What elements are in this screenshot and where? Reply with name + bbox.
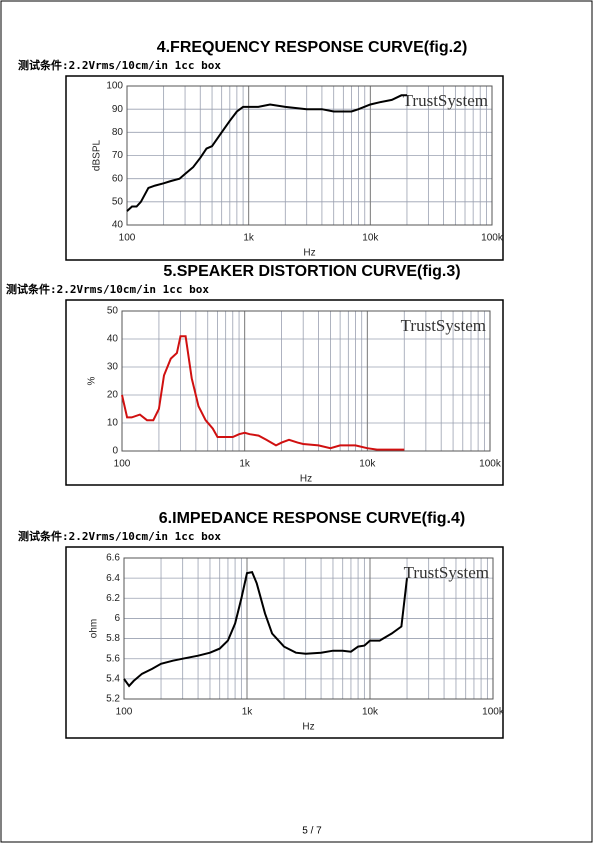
y-tick-label: 50 — [112, 196, 124, 207]
y-tick-label: 5.8 — [106, 633, 120, 644]
x-tick-label: 1k — [239, 459, 251, 470]
response-curve — [123, 570, 408, 688]
x-tick-label: 10k — [359, 459, 376, 470]
plot-area — [123, 557, 494, 700]
y-tick-label: 6.6 — [106, 553, 120, 564]
y-tick-label: 100 — [106, 81, 123, 92]
test-condition: 测试条件:2.2Vrms/10cm/in 1cc box — [18, 529, 221, 543]
plot-area — [126, 85, 493, 226]
x-tick-label: 10k — [362, 233, 379, 244]
y-tick-label: 40 — [107, 334, 119, 345]
y-axis-label: % — [87, 376, 98, 385]
y-tick-label: 40 — [112, 220, 124, 231]
y-tick-label: 80 — [112, 127, 124, 138]
y-axis-label: dBSPL — [92, 139, 103, 171]
x-tick-label: 100 — [119, 233, 136, 244]
page-number: 5 / 7 — [302, 826, 322, 837]
x-tick-label: 100k — [482, 707, 505, 718]
chart-title: 4.FREQUENCY RESPONSE CURVE(fig.2) — [157, 39, 468, 56]
y-tick-label: 90 — [112, 104, 124, 115]
y-tick-label: 5.6 — [106, 653, 120, 664]
test-condition: 测试条件:2.2Vrms/10cm/in 1cc box — [6, 282, 209, 296]
y-tick-label: 0 — [112, 446, 118, 457]
x-axis-label: Hz — [302, 722, 314, 733]
chart-frame — [65, 299, 504, 486]
chart-frame — [65, 546, 504, 739]
x-tick-label: 1k — [242, 707, 254, 718]
y-tick-label: 20 — [107, 390, 119, 401]
y-tick-label: 50 — [107, 306, 119, 317]
watermark-label: TrustSystem — [403, 91, 488, 110]
plot-area — [121, 310, 491, 452]
y-tick-label: 6.4 — [106, 573, 120, 584]
chart-title: 6.IMPEDANCE RESPONSE CURVE(fig.4) — [159, 510, 465, 527]
x-tick-label: 10k — [362, 707, 379, 718]
y-tick-label: 70 — [112, 150, 124, 161]
y-tick-label: 5.4 — [106, 673, 120, 684]
x-axis-label: Hz — [303, 248, 315, 259]
x-tick-label: 100 — [114, 459, 131, 470]
test-condition: 测试条件:2.2Vrms/10cm/in 1cc box — [18, 58, 221, 72]
y-tick-label: 30 — [107, 362, 119, 373]
y-tick-label: 60 — [112, 173, 124, 184]
response-curve — [121, 335, 405, 451]
y-tick-label: 10 — [107, 418, 119, 429]
watermark-label: TrustSystem — [404, 563, 489, 582]
y-axis-label: ohm — [89, 619, 100, 638]
y-tick-label: 5.2 — [106, 694, 120, 705]
y-tick-label: 6 — [114, 613, 120, 624]
x-tick-label: 1k — [243, 233, 255, 244]
x-tick-label: 100k — [479, 459, 502, 470]
x-tick-label: 100k — [481, 233, 504, 244]
x-axis-label: Hz — [300, 474, 312, 485]
x-tick-label: 100 — [116, 707, 133, 718]
y-tick-label: 6.2 — [106, 593, 120, 604]
chart-title: 5.SPEAKER DISTORTION CURVE(fig.3) — [163, 263, 460, 280]
watermark-label: TrustSystem — [401, 316, 486, 335]
response-curve — [126, 94, 407, 212]
